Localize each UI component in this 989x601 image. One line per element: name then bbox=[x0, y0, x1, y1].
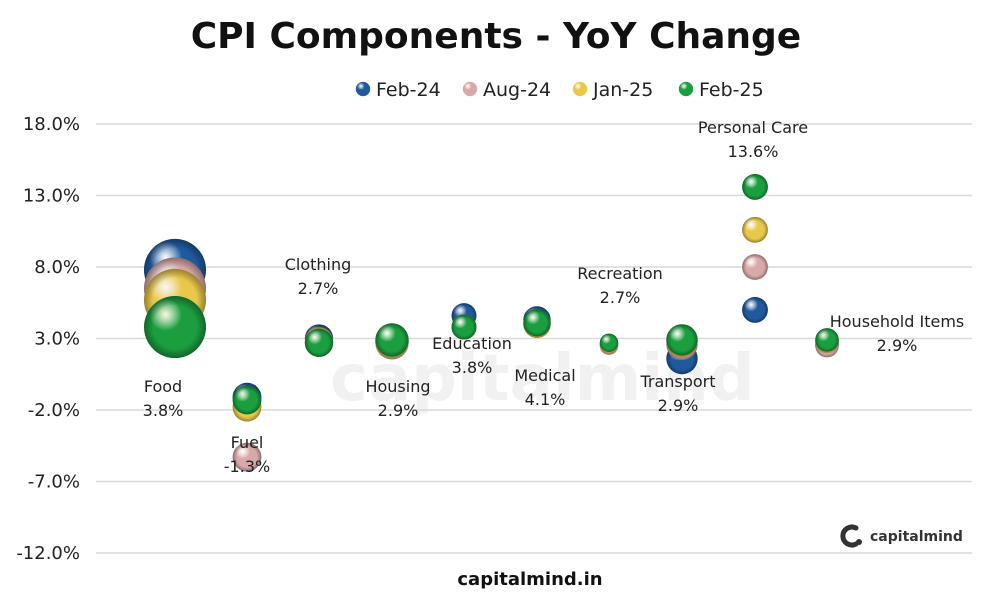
bubble-fuel-feb-25 bbox=[232, 385, 262, 415]
category-value: 2.9% bbox=[877, 336, 918, 355]
footer-url: capitalmind.in bbox=[457, 569, 602, 590]
category-name: Personal Care bbox=[698, 118, 808, 137]
bubble-fuel-aug-24 bbox=[232, 442, 262, 472]
category-name: Housing bbox=[365, 377, 430, 396]
category-value: 13.6% bbox=[728, 142, 779, 161]
category-value: 2.7% bbox=[298, 279, 339, 298]
legend-item-feb-25: Feb-25 bbox=[678, 79, 764, 101]
bubble-transport-feb-25 bbox=[666, 324, 698, 356]
bubble-recreation-feb-25 bbox=[599, 333, 619, 352]
label-recreation: Recreation 2.7% bbox=[577, 264, 663, 307]
brand-logo-icon bbox=[840, 524, 862, 548]
series-feb-25 bbox=[144, 174, 839, 415]
y-tick-label: 8.0% bbox=[34, 257, 80, 278]
legend-label: Feb-25 bbox=[699, 79, 764, 101]
bubble-personal-care-feb-24 bbox=[742, 296, 768, 323]
legend-marker bbox=[678, 81, 694, 97]
bubble-education-feb-25 bbox=[451, 314, 477, 340]
bubble-personal-care-aug-24 bbox=[742, 254, 768, 280]
y-tick-label: 13.0% bbox=[23, 186, 80, 207]
category-name: Household Items bbox=[830, 312, 965, 331]
brand-logo: capitalmind bbox=[840, 524, 963, 548]
bubble-housing-feb-25 bbox=[375, 323, 409, 357]
legend-label: Jan-25 bbox=[592, 79, 653, 101]
category-name: Recreation bbox=[577, 264, 663, 283]
category-value: 4.1% bbox=[525, 390, 566, 409]
category-name: Food bbox=[144, 377, 182, 396]
y-gridlines bbox=[96, 123, 972, 554]
label-personal-care: Personal Care 13.6% bbox=[698, 118, 808, 161]
category-value: 2.9% bbox=[378, 401, 419, 420]
legend: Feb-24 Aug-24 Jan-25 Feb-25 bbox=[355, 79, 764, 101]
bubble-medical-feb-25 bbox=[523, 309, 551, 337]
legend-item-jan-25: Jan-25 bbox=[572, 79, 653, 101]
label-food: Food 3.8% bbox=[143, 377, 184, 420]
y-axis-ticks: 18.0% 13.0% 8.0% 3.0% -2.0% -7.0% -12.0% bbox=[16, 114, 80, 564]
brand-logo-text: capitalmind bbox=[870, 529, 963, 545]
bubbles bbox=[144, 174, 839, 472]
legend-label: Aug-24 bbox=[483, 79, 551, 101]
category-labels: Food 3.8% Fuel -1.3% Clothing 2.7% Housing 2.9%… bbox=[143, 118, 965, 476]
category-name: Fuel bbox=[231, 433, 264, 452]
legend-label: Feb-24 bbox=[376, 79, 441, 101]
label-transport: Transport 2.9% bbox=[639, 372, 715, 415]
category-name: Education bbox=[432, 334, 512, 353]
label-clothing: Clothing 2.7% bbox=[285, 255, 352, 298]
bubble-clothing-feb-25 bbox=[304, 328, 334, 357]
category-value: 3.8% bbox=[143, 401, 184, 420]
bubble-household-items-feb-25 bbox=[815, 328, 839, 352]
category-name: Clothing bbox=[285, 255, 352, 274]
category-value: 2.7% bbox=[600, 288, 641, 307]
label-education: Education 3.8% bbox=[432, 334, 512, 377]
legend-item-aug-24: Aug-24 bbox=[462, 79, 551, 101]
y-tick-label: 18.0% bbox=[23, 114, 80, 135]
label-housing: Housing 2.9% bbox=[365, 377, 430, 420]
y-tick-label: -12.0% bbox=[16, 543, 80, 564]
legend-marker bbox=[355, 81, 371, 97]
legend-marker bbox=[462, 81, 478, 97]
category-name: Medical bbox=[514, 366, 575, 385]
bubble-personal-care-feb-25 bbox=[742, 174, 768, 200]
category-value: 3.8% bbox=[452, 358, 493, 377]
y-tick-label: 3.0% bbox=[34, 329, 80, 350]
category-name: Transport bbox=[639, 372, 715, 391]
y-tick-label: -2.0% bbox=[28, 400, 80, 421]
category-value: 2.9% bbox=[658, 396, 699, 415]
category-value: -1.3% bbox=[224, 457, 270, 476]
label-fuel: Fuel -1.3% bbox=[224, 433, 270, 476]
chart-title: CPI Components - YoY Change bbox=[191, 16, 801, 57]
legend-marker bbox=[572, 81, 588, 97]
label-medical: Medical 4.1% bbox=[514, 366, 575, 409]
y-tick-label: -7.0% bbox=[28, 472, 80, 493]
bubble-personal-care-jan-25 bbox=[742, 216, 768, 243]
label-household-items: Household Items 2.9% bbox=[830, 312, 965, 355]
bubble-food-feb-25 bbox=[144, 296, 206, 359]
legend-item-feb-24: Feb-24 bbox=[355, 79, 441, 101]
